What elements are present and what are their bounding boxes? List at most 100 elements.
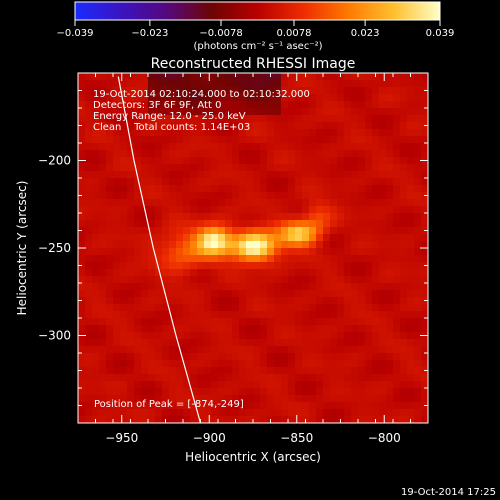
heatmap-cell xyxy=(330,227,338,235)
heatmap-cell xyxy=(253,157,261,165)
heatmap-cell xyxy=(99,269,107,277)
heatmap-cell xyxy=(316,360,324,368)
heatmap-cell xyxy=(232,122,240,130)
heatmap-cell xyxy=(169,325,177,333)
heatmap-cell xyxy=(260,283,268,291)
heatmap-cell xyxy=(281,185,289,193)
heatmap-cell xyxy=(211,220,219,228)
heatmap-cell xyxy=(337,332,345,340)
heatmap-cell xyxy=(358,325,366,333)
colorbar-tick-label: −0.039 xyxy=(56,28,93,39)
heatmap-cell xyxy=(113,325,121,333)
heatmap-cell xyxy=(155,143,163,151)
heatmap-cell xyxy=(351,269,359,277)
heatmap-cell xyxy=(337,381,345,389)
heatmap-cell xyxy=(288,178,296,186)
heatmap-cell xyxy=(281,220,289,228)
heatmap-cell xyxy=(365,276,373,284)
heatmap-cell xyxy=(337,101,345,109)
heatmap-cell xyxy=(316,129,324,137)
heatmap-cell xyxy=(127,367,135,375)
heatmap-cell xyxy=(162,276,170,284)
heatmap-cell xyxy=(190,185,198,193)
heatmap-cell xyxy=(302,332,310,340)
heatmap-cell xyxy=(379,164,387,172)
heatmap-cell xyxy=(232,143,240,151)
heatmap-cell xyxy=(379,220,387,228)
heatmap-cell xyxy=(99,325,107,333)
heatmap-cell xyxy=(372,255,380,263)
heatmap-cell xyxy=(274,108,282,116)
heatmap-cell xyxy=(365,262,373,270)
heatmap-cell xyxy=(232,80,240,88)
heatmap-cell xyxy=(260,353,268,361)
heatmap-cell xyxy=(211,416,219,423)
heatmap-cell xyxy=(421,220,428,228)
heatmap-cell xyxy=(253,199,261,207)
heatmap-cell xyxy=(281,346,289,354)
heatmap-cell xyxy=(330,241,338,249)
heatmap-cell xyxy=(78,150,86,158)
heatmap-cell xyxy=(393,283,401,291)
heatmap-cell xyxy=(316,283,324,291)
heatmap-cell xyxy=(260,150,268,158)
heatmap-cell xyxy=(169,94,177,102)
heatmap-cell xyxy=(414,339,422,347)
heatmap-cell xyxy=(211,136,219,144)
heatmap-cell xyxy=(92,185,100,193)
heatmap-cell xyxy=(365,143,373,151)
heatmap-cell xyxy=(400,290,408,298)
heatmap-cell xyxy=(246,206,254,214)
heatmap-cell xyxy=(211,276,219,284)
heatmap-cell xyxy=(162,164,170,172)
heatmap-cell xyxy=(316,388,324,396)
heatmap-cell xyxy=(106,227,114,235)
heatmap-cell xyxy=(295,150,303,158)
heatmap-cell xyxy=(337,143,345,151)
heatmap-cell xyxy=(120,143,128,151)
heatmap-cell xyxy=(386,136,394,144)
heatmap-cell xyxy=(99,101,107,109)
heatmap-cell xyxy=(323,115,331,123)
heatmap-cell xyxy=(393,199,401,207)
heatmap-cell xyxy=(211,318,219,326)
heatmap-cell xyxy=(148,332,156,340)
heatmap-cell xyxy=(400,129,408,137)
heatmap-cell xyxy=(232,276,240,284)
heatmap-cell xyxy=(134,248,142,256)
heatmap-cell xyxy=(106,367,114,375)
colorbar-tick-labels: −0.039 −0.023 −0.0078 0.0078 0.023 0.039 xyxy=(56,28,454,39)
heatmap-cell xyxy=(148,94,156,102)
heatmap-cell xyxy=(141,416,149,423)
heatmap-cell xyxy=(218,108,226,116)
heatmap-cell xyxy=(260,388,268,396)
heatmap-cell xyxy=(169,115,177,123)
heatmap-cell xyxy=(134,101,142,109)
heatmap-cell xyxy=(120,360,128,368)
heatmap-cell xyxy=(218,402,226,410)
heatmap-cell xyxy=(127,297,135,305)
heatmap-cell xyxy=(127,290,135,298)
heatmap-cell xyxy=(106,269,114,277)
heatmap-cell xyxy=(400,332,408,340)
heatmap-cell xyxy=(246,164,254,172)
heatmap-cell xyxy=(176,171,184,179)
heatmap-cell xyxy=(113,213,121,221)
heatmap-cell xyxy=(400,192,408,200)
heatmap-cell xyxy=(92,192,100,200)
heatmap-cell xyxy=(134,297,142,305)
heatmap-cell xyxy=(337,339,345,347)
heatmap-cell xyxy=(351,213,359,221)
heatmap-cell xyxy=(393,353,401,361)
heatmap-cell xyxy=(358,220,366,228)
heatmap-cell xyxy=(232,318,240,326)
heatmap-cell xyxy=(358,87,366,95)
heatmap-cell xyxy=(316,164,324,172)
heatmap-cell xyxy=(267,129,275,137)
heatmap-cell xyxy=(358,269,366,277)
heatmap-cell xyxy=(197,248,205,256)
heatmap-cell xyxy=(113,276,121,284)
heatmap-cell xyxy=(197,409,205,417)
heatmap-cell xyxy=(225,80,233,88)
y-tick-label: −200 xyxy=(38,154,71,168)
